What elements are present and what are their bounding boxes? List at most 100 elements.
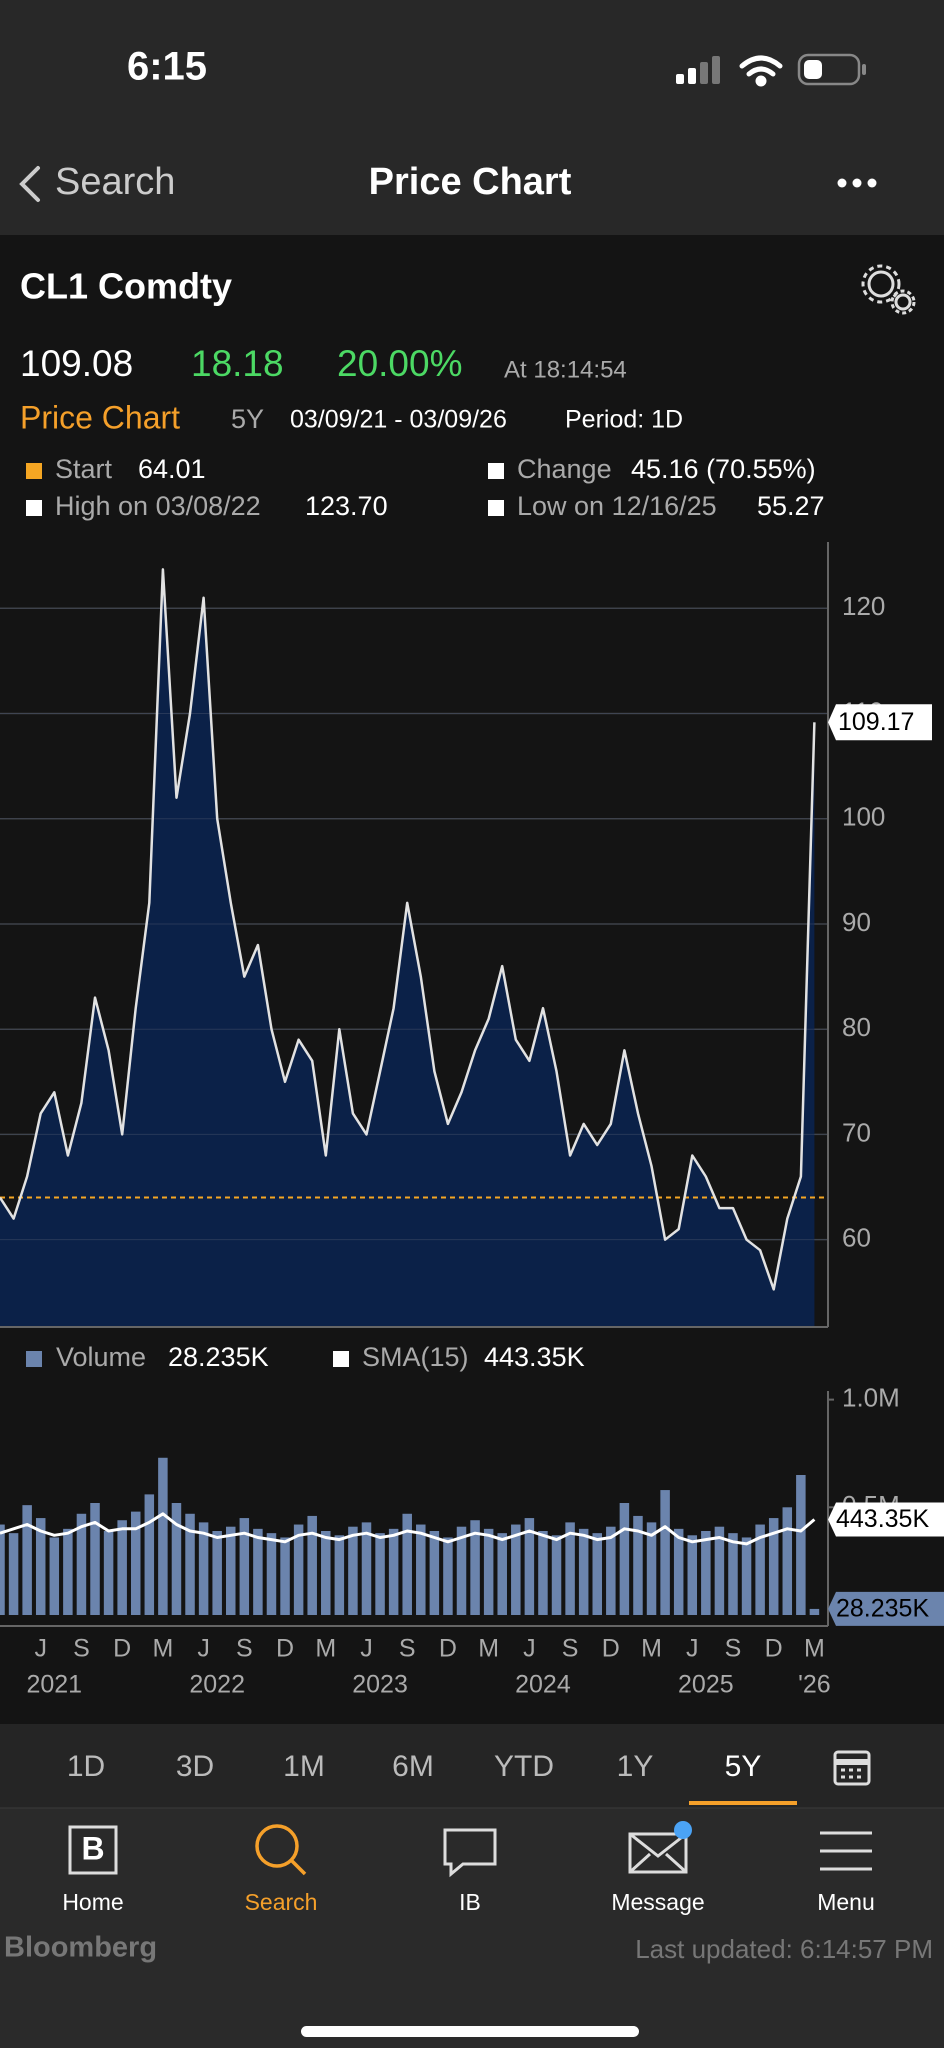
- x-year-label: 2022: [189, 1671, 245, 1699]
- stat-value: 45.16 (70.55%): [631, 454, 816, 484]
- volume-bar: [673, 1528, 684, 1615]
- x-tick-label: S: [73, 1635, 90, 1663]
- volume-bar: [497, 1533, 507, 1615]
- y-tick-label: 1.0M: [842, 1382, 900, 1412]
- volume-bar: [239, 1518, 250, 1615]
- volume-bar: [76, 1513, 87, 1615]
- legend-swatch: [333, 1351, 349, 1367]
- tab-label[interactable]: Search: [245, 1889, 318, 1915]
- nav-title: Price Chart: [369, 161, 572, 203]
- period: Period: 1D: [565, 406, 683, 434]
- settings-icon[interactable]: [861, 264, 916, 315]
- period-button[interactable]: 6M: [392, 1750, 434, 1783]
- volume-bar: [809, 1608, 820, 1615]
- volume-bar: [90, 1503, 100, 1615]
- net-change: 18.18: [191, 343, 284, 384]
- tab-label[interactable]: IB: [459, 1889, 481, 1915]
- x-tick-label: J: [360, 1635, 373, 1663]
- y-tick-label: 70: [842, 1117, 871, 1147]
- volume-bar: [185, 1513, 195, 1615]
- last-value-label: 443.35K: [836, 1505, 929, 1533]
- x-tick-label: D: [113, 1635, 131, 1663]
- signal-icon: [676, 56, 720, 84]
- volume-bar: [103, 1531, 114, 1615]
- x-tick-label: J: [686, 1635, 699, 1663]
- period-button[interactable]: 1D: [67, 1750, 105, 1783]
- stat-label: Change: [517, 454, 612, 484]
- stat-value: 64.01: [138, 454, 206, 484]
- tab-label[interactable]: Home: [62, 1889, 123, 1915]
- y-tick-label: 100: [842, 802, 885, 832]
- volume-bar: [606, 1526, 616, 1615]
- volume-bar: [361, 1522, 372, 1615]
- volume-bar: [198, 1522, 209, 1615]
- low-swatch: [488, 500, 504, 516]
- more-button[interactable]: [837, 178, 877, 188]
- volume-bar: [63, 1528, 73, 1615]
- ticker: CL1 Comdty: [20, 266, 232, 307]
- change-swatch: [488, 463, 504, 479]
- header-bg: [0, 0, 944, 235]
- period-button[interactable]: 1Y: [617, 1750, 654, 1783]
- volume-bar: [49, 1537, 60, 1615]
- ib-icon[interactable]: [443, 1828, 497, 1878]
- message-icon[interactable]: [628, 1832, 688, 1874]
- x-year-label: 2024: [515, 1671, 571, 1699]
- home-icon[interactable]: B: [68, 1825, 118, 1875]
- search-icon[interactable]: [255, 1824, 307, 1876]
- x-tick-label: D: [765, 1635, 783, 1663]
- volume-bar: [755, 1524, 765, 1615]
- x-tick-label: S: [236, 1635, 253, 1663]
- volume-bar: [22, 1505, 32, 1615]
- x-tick-label: M: [152, 1635, 173, 1663]
- legend-value: 28.235K: [168, 1342, 269, 1372]
- brand: Bloomberg: [4, 1932, 157, 1964]
- volume-bar: [266, 1533, 277, 1615]
- period-button[interactable]: 3D: [176, 1750, 214, 1783]
- tab-label[interactable]: Message: [611, 1889, 704, 1915]
- period-underline: [689, 1801, 797, 1805]
- volume-bar: [293, 1524, 304, 1615]
- volume-bar: [796, 1475, 806, 1615]
- volume-bar: [633, 1515, 643, 1615]
- stat-label: High on 03/08/22: [55, 491, 261, 521]
- x-year-label: 2023: [352, 1671, 408, 1699]
- volume-bar: [334, 1535, 345, 1615]
- wifi-icon: [739, 55, 783, 87]
- period-bar-bg: [0, 1724, 944, 1808]
- period-button[interactable]: 1M: [283, 1750, 325, 1783]
- pct-change: 20.00%: [337, 343, 463, 384]
- volume-bar: [660, 1490, 670, 1615]
- y-tick-label: 80: [842, 1012, 871, 1042]
- legend-label: SMA(15): [362, 1342, 469, 1372]
- volume-bar: [171, 1503, 182, 1615]
- tab-label[interactable]: Menu: [817, 1889, 875, 1915]
- volume-bar: [538, 1531, 548, 1615]
- last-value-badge: [828, 704, 932, 741]
- volume-bar: [565, 1522, 575, 1615]
- back-chevron[interactable]: [19, 166, 40, 202]
- period-button[interactable]: 5Y: [725, 1750, 762, 1783]
- volume-bar: [130, 1511, 141, 1615]
- quote-time: At 18:14:54: [504, 356, 627, 383]
- back-button[interactable]: Search: [55, 161, 175, 203]
- x-tick-label: J: [34, 1635, 47, 1663]
- volume-bar: [728, 1533, 738, 1615]
- volume-bar: [0, 1524, 5, 1615]
- x-tick-label: S: [399, 1635, 416, 1663]
- stat-label: Low on 12/16/25: [517, 491, 717, 521]
- menu-icon[interactable]: [820, 1831, 872, 1871]
- tab-bar: Home Search IB Message Menu: [62, 1889, 874, 1915]
- last-price: 109.08: [20, 343, 133, 384]
- high-swatch: [26, 500, 42, 516]
- stat-label: Start: [55, 454, 113, 484]
- volume-bar: [443, 1537, 453, 1615]
- volume-bar: [741, 1537, 752, 1615]
- volume-bar: [348, 1526, 358, 1615]
- period-button[interactable]: YTD: [494, 1750, 554, 1783]
- x-tick-label: D: [276, 1635, 294, 1663]
- calendar-icon[interactable]: [833, 1750, 871, 1786]
- unread-badge: [674, 1821, 692, 1839]
- volume-bar: [280, 1537, 290, 1615]
